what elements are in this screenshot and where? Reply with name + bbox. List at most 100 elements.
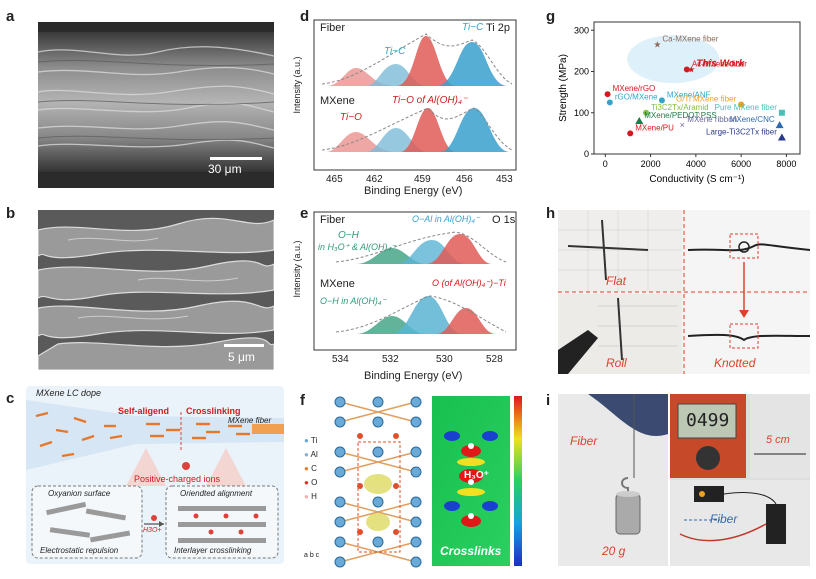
point-mxene-ribbon: ×: [680, 120, 685, 130]
point-pure-mxene-fiber-label: Pure MXene fiber: [715, 103, 778, 112]
point-ti3c2tx-aramid: [643, 109, 650, 116]
tick-462: 462: [366, 174, 383, 185]
ytick-label: 300: [574, 25, 589, 35]
e-ylabel: Intensity (a.u.): [292, 240, 302, 298]
point-mxene-pu: [627, 130, 634, 137]
point-mxene-cnc-label: MXene/CNC: [730, 115, 775, 124]
point-g-ti-mxene-fiber: [738, 101, 745, 108]
point-mxene-ribbon-label: MXene ribbon: [687, 115, 737, 124]
i-fiber2-label: Fiber: [710, 512, 738, 526]
xps-ti2p-chart: 465 462 459 456 453: [313, 19, 517, 185]
panel-label-h: h: [546, 205, 556, 222]
e-o-ti-label: O (of Al(OH)₄⁻)−Ti: [432, 278, 506, 288]
scale-label-a: 30 μm: [208, 162, 242, 176]
i-weight-label: 20 g: [602, 544, 626, 558]
label-mxene-fiber: MXene fiber: [228, 416, 272, 425]
tick-453: 453: [496, 174, 513, 185]
d-mxene-label: MXene: [320, 95, 355, 107]
point-ac-mxene-fiber: [683, 66, 690, 73]
label-positive-ions: Positive-charged ions: [134, 474, 221, 484]
point-ti3c2tx-aramid-label: Ti3C2Tx/Aramid: [651, 103, 709, 112]
y-axis-label: Strength (MPa): [558, 54, 569, 122]
point-mxene-cnc: [775, 121, 784, 129]
i-meter-reading: 0499: [686, 410, 730, 431]
point-this-work-label: This Work: [696, 58, 745, 69]
ytick-label: 200: [574, 67, 589, 77]
point-mxene-anf: [658, 97, 665, 104]
e-oh-al-label: O−H in Al(OH)₄⁻: [320, 296, 387, 306]
label-oriented: Oriendted alignment: [180, 489, 253, 498]
legend-h: ● H: [304, 492, 317, 501]
xtick-label: 0: [603, 159, 608, 169]
fiber-texture: [38, 22, 274, 188]
h-knotted-label: Knotted: [714, 356, 756, 370]
label-crosslinking: Crosslinking: [186, 406, 241, 416]
xtick-label: 6000: [731, 159, 751, 169]
i-fiber-label: Fiber: [570, 434, 598, 448]
label-interlayer: Interlayer crosslinking: [174, 546, 252, 555]
e-fiber-label: Fiber: [320, 214, 346, 226]
sem-image-fiber: 30 μm: [38, 22, 274, 188]
f-axes-label: a b c: [304, 552, 320, 559]
sem-image-cross-section: 5 μm: [38, 210, 274, 370]
point-mxene-rgo-label: MXene/rGO: [613, 84, 656, 93]
photo-i-right: 0499 5 cm Fiber: [670, 394, 810, 566]
i-length-label: 5 cm: [766, 434, 790, 446]
f-h3o-label: H₃O⁺: [464, 470, 489, 481]
tick-459: 459: [414, 174, 431, 185]
panel-label-b: b: [6, 205, 16, 222]
d-peak-tio-al: Ti−O of Al(OH)₄⁻: [392, 95, 468, 106]
e-oal-label: O−Al in Al(OH)₄⁻: [412, 214, 480, 224]
d-core-label: Ti 2p: [486, 22, 511, 34]
scale-bar-a: [210, 157, 262, 160]
cross-section-texture: [38, 210, 274, 370]
xtick-label: 2000: [641, 159, 661, 169]
legend-o: ● O: [304, 478, 318, 487]
point-mxene-pedot-pss-label: MXene/PEDOT:PSS: [644, 111, 716, 120]
scale-label-b: 5 μm: [228, 350, 255, 364]
panel-label-d: d: [300, 8, 310, 25]
label-oxyanion: Oxyanion surface: [48, 489, 111, 498]
e-oh-label: O−H: [338, 230, 359, 241]
point-rgo-mxene: [606, 99, 613, 106]
circuit-photo: [670, 394, 810, 566]
scale-bar-b: [224, 344, 264, 347]
point-mxene-pedot-pss: [635, 117, 644, 124]
f-colorbar: [514, 396, 522, 566]
legend-c: ● C: [304, 464, 317, 473]
tick-530: 530: [436, 354, 453, 365]
point-g-ti-mxene-fiber-label: G/Ti MXene fiber: [676, 95, 737, 104]
e-oh-label2: in H₃O⁺ & Al(OH)₄⁻: [318, 242, 396, 252]
point-pure-mxene-fiber: [778, 109, 785, 116]
panel-label-g: g: [546, 8, 556, 25]
point-mxene-pu-label: MXene/PU: [635, 123, 674, 132]
point-mxene-rgo: [604, 91, 611, 98]
f-legend: ● Ti ● Al ● C ● O ● H: [304, 434, 318, 504]
point-rgo-mxene-label: rGO/MXene: [615, 92, 658, 101]
strength-conductivity-chart: 0 100 200 300 0 2000 4000 6000 8000 Conductivity …: [558, 21, 801, 185]
highlight-region: [627, 35, 720, 84]
panel-label-c: c: [6, 390, 15, 407]
d-peak-tio: Ti−O: [340, 112, 362, 123]
ytick-label: 100: [574, 108, 589, 118]
e-core-label: O 1s: [492, 214, 516, 226]
panel-label-f: f: [300, 392, 305, 409]
legend-ti: ● Ti: [304, 436, 318, 445]
d-xlabel: Binding Energy (eV): [364, 185, 463, 197]
h-roll-label: Roll: [606, 356, 627, 370]
label-lc-dope: MXene LC dope: [36, 388, 102, 398]
charge-density-map: [432, 396, 510, 566]
h-flat-label: Flat: [606, 274, 627, 288]
flexibility-photos: [558, 210, 810, 374]
tick-456: 456: [456, 174, 473, 185]
tick-532: 532: [382, 354, 399, 365]
point-ca-mxene-fiber: ★: [653, 40, 661, 50]
d-ylabel: Intensity (a.u.): [292, 56, 302, 114]
xtick-label: 4000: [686, 159, 706, 169]
photo-i-left: Fiber 20 g: [558, 394, 668, 566]
d-peak-tic-right: Ti−C: [462, 22, 484, 33]
panel-label-i: i: [546, 392, 551, 409]
xtick-label: 8000: [776, 159, 796, 169]
tick-528: 528: [486, 354, 503, 365]
atomic-structure: [330, 392, 426, 568]
